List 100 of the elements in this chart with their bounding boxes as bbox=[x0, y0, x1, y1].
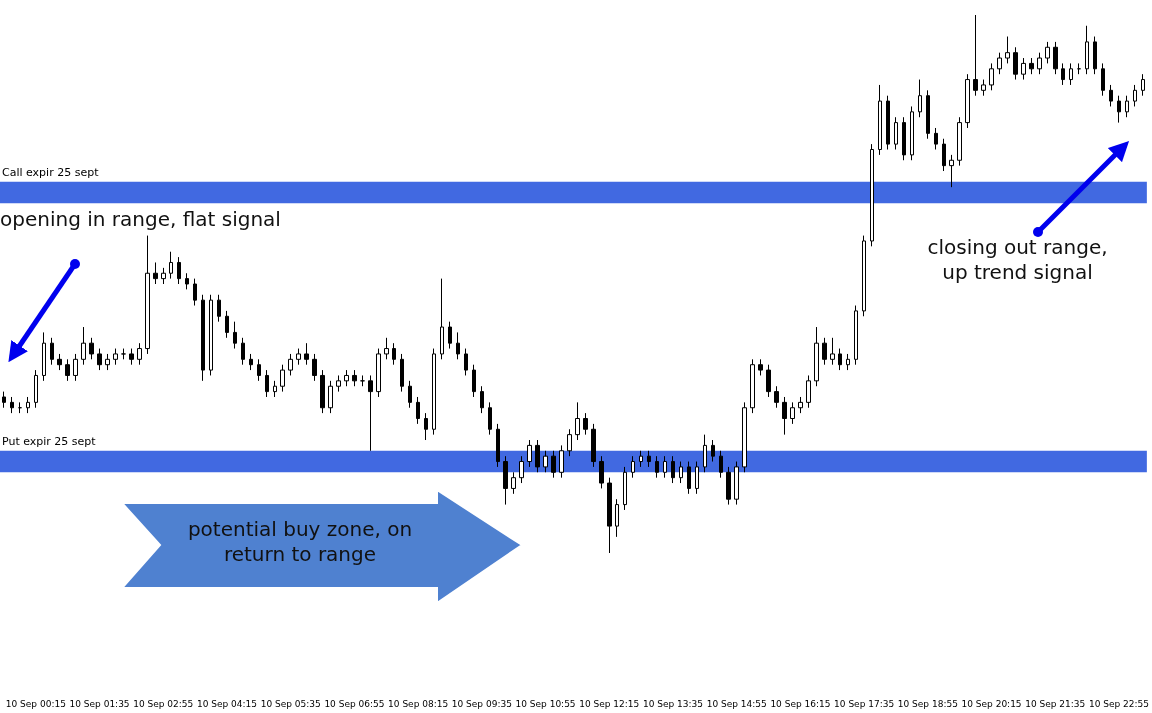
candlestick bbox=[161, 267, 166, 285]
candlestick bbox=[73, 353, 78, 382]
candlestick bbox=[137, 342, 142, 366]
annotation: opening in range, flat signal bbox=[0, 207, 282, 232]
x-tick-label: 10 Sep 06:55 bbox=[324, 698, 385, 709]
candlestick bbox=[830, 337, 835, 366]
candlestick bbox=[464, 348, 468, 376]
candlestick bbox=[328, 380, 333, 414]
x-tick-label: 10 Sep 12:15 bbox=[579, 698, 640, 709]
x-tick-label: 10 Sep 13:35 bbox=[642, 698, 704, 709]
band-label: Call expir 25 sept bbox=[2, 165, 100, 179]
candlestick bbox=[1133, 84, 1137, 107]
x-tick-label: 10 Sep 17:35 bbox=[834, 698, 895, 709]
x-tick-label: 10 Sep 05:35 bbox=[260, 698, 321, 709]
candlestick bbox=[1013, 46, 1018, 81]
candlestick bbox=[551, 450, 556, 479]
candlestick bbox=[10, 396, 14, 414]
candlestick bbox=[50, 337, 54, 366]
candlestick bbox=[934, 127, 938, 150]
candlestick bbox=[886, 95, 890, 150]
candlestick bbox=[1125, 95, 1129, 118]
candlestick bbox=[344, 369, 349, 387]
candlestick bbox=[503, 455, 508, 506]
x-tick-label: 10 Sep 22:55 bbox=[1088, 698, 1150, 709]
candlestick bbox=[942, 138, 946, 172]
candlestick bbox=[814, 326, 819, 387]
candlestick bbox=[918, 79, 922, 118]
x-tick-label: 10 Sep 16:15 bbox=[770, 698, 831, 709]
x-tick-label: 10 Sep 21:35 bbox=[1025, 698, 1086, 709]
candlestick bbox=[185, 272, 189, 290]
candlestick bbox=[989, 62, 994, 91]
candlestick bbox=[440, 278, 444, 360]
candlestick bbox=[981, 79, 986, 97]
candlestick bbox=[265, 369, 269, 398]
candlestick bbox=[758, 358, 763, 376]
candlestick bbox=[376, 348, 381, 398]
x-tick-label: 10 Sep 09:35 bbox=[451, 698, 512, 709]
x-tick-label: 10 Sep 10:55 bbox=[515, 698, 576, 709]
candlestick bbox=[838, 348, 842, 371]
candlestick bbox=[623, 466, 627, 511]
candlestick bbox=[65, 358, 70, 382]
candlestick bbox=[647, 450, 651, 468]
candlestick bbox=[241, 337, 245, 366]
candlestick bbox=[766, 364, 771, 398]
candlestick bbox=[280, 364, 285, 393]
candlestick bbox=[575, 401, 580, 441]
candlestick bbox=[1061, 62, 1065, 86]
candlestick bbox=[965, 73, 970, 129]
band-label: Put expir 25 sept bbox=[2, 434, 97, 448]
candlestick bbox=[1021, 57, 1026, 81]
candlestick bbox=[57, 353, 62, 371]
candlestick bbox=[249, 353, 253, 371]
candlestick bbox=[121, 348, 126, 360]
candlestick bbox=[105, 353, 110, 371]
candlestick bbox=[687, 461, 691, 495]
candlestick bbox=[949, 154, 954, 188]
candlestick bbox=[631, 455, 635, 479]
candlestick bbox=[774, 385, 779, 409]
candlestick bbox=[1141, 73, 1145, 97]
candlestick bbox=[2, 391, 6, 409]
candlestick bbox=[846, 353, 850, 371]
candlestick bbox=[1053, 41, 1058, 75]
candlestick bbox=[535, 439, 540, 473]
x-tick-label: 10 Sep 00:15 bbox=[5, 698, 66, 709]
x-tick-label: 10 Sep 18:55 bbox=[897, 698, 958, 709]
candlestick bbox=[750, 358, 755, 414]
candlestick bbox=[89, 337, 94, 360]
candlestick bbox=[703, 434, 707, 473]
candlestick bbox=[663, 455, 667, 479]
candlestick bbox=[527, 439, 532, 468]
candlestick bbox=[806, 374, 811, 409]
candlestick bbox=[997, 52, 1002, 75]
candlestick bbox=[233, 321, 237, 350]
candlestick bbox=[217, 294, 221, 323]
candlestick bbox=[384, 337, 389, 360]
candlestick bbox=[862, 235, 866, 317]
x-tick-label: 10 Sep 08:15 bbox=[388, 698, 449, 709]
candlestick bbox=[583, 412, 588, 436]
candlestick bbox=[97, 348, 102, 371]
candlestick bbox=[201, 294, 205, 382]
candlestick bbox=[1093, 36, 1097, 75]
candlestick bbox=[153, 261, 158, 285]
candlestick bbox=[1101, 62, 1105, 97]
candlestick bbox=[711, 439, 715, 463]
candlestick bbox=[81, 326, 86, 366]
candlestick bbox=[296, 348, 301, 366]
candlestick bbox=[288, 353, 293, 376]
candlestick bbox=[854, 305, 858, 366]
candlestick bbox=[591, 423, 596, 468]
candlestick bbox=[480, 385, 484, 414]
candlestick bbox=[519, 455, 524, 484]
candlestick bbox=[432, 348, 436, 436]
candlestick bbox=[790, 401, 795, 425]
candlestick bbox=[894, 116, 898, 150]
candlestick bbox=[957, 116, 962, 167]
candlestick bbox=[1029, 57, 1034, 75]
candlestick bbox=[360, 374, 365, 387]
candlestick bbox=[304, 342, 309, 366]
candlestick bbox=[169, 251, 173, 280]
candlestick bbox=[400, 353, 404, 393]
